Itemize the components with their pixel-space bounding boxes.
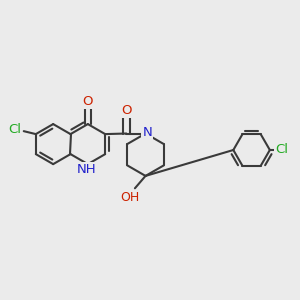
Text: OH: OH xyxy=(120,191,139,204)
Text: O: O xyxy=(82,94,93,108)
Text: Cl: Cl xyxy=(8,123,21,136)
Text: O: O xyxy=(121,104,132,117)
Text: Cl: Cl xyxy=(275,143,288,156)
Text: N: N xyxy=(142,126,152,139)
Text: NH: NH xyxy=(77,163,97,176)
